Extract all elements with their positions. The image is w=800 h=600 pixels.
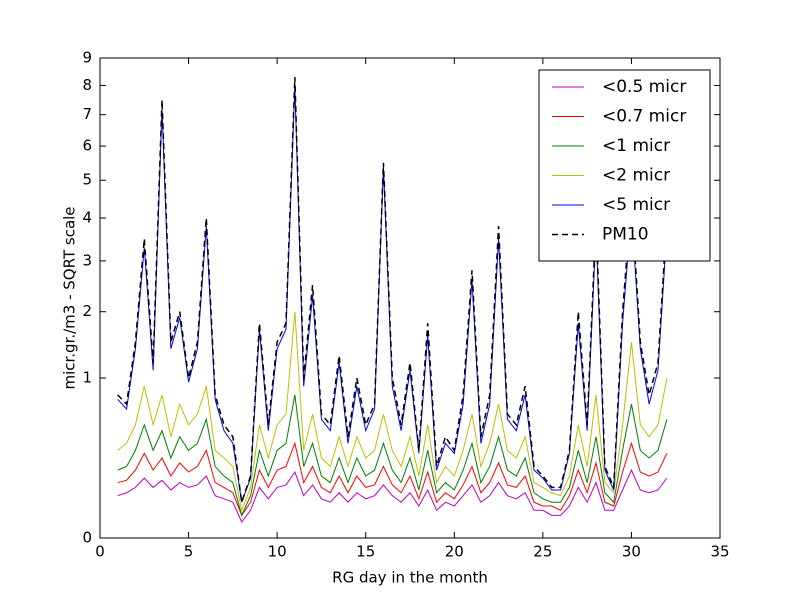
y-tick-label: 5 bbox=[82, 171, 92, 189]
y-tick-label: 6 bbox=[82, 137, 92, 155]
series-line bbox=[117, 394, 668, 517]
y-tick-label: 2 bbox=[82, 302, 92, 320]
y-tick-label: 7 bbox=[82, 105, 92, 123]
legend-label: PM10 bbox=[602, 225, 649, 245]
x-axis-label: RG day in the month bbox=[332, 569, 488, 587]
legend-label: <0.5 micr bbox=[602, 77, 686, 97]
y-tick-label: 1 bbox=[82, 369, 92, 387]
x-tick-label: 15 bbox=[356, 543, 375, 561]
legend-label: <1 micr bbox=[602, 136, 670, 156]
x-tick-label: 10 bbox=[268, 543, 287, 561]
series-line bbox=[117, 441, 668, 517]
legend-box bbox=[538, 69, 711, 262]
y-tick-label: 0 bbox=[82, 529, 92, 547]
x-tick-label: 25 bbox=[533, 543, 552, 561]
x-tick-label: 0 bbox=[95, 543, 105, 561]
series-line bbox=[117, 77, 668, 503]
plot-frame bbox=[99, 57, 721, 539]
legend-label: <0.7 micr bbox=[602, 107, 686, 127]
series-line bbox=[117, 311, 668, 513]
y-axis-label: micr.gr./m3 - SQRT scale bbox=[61, 206, 79, 389]
y-tick-label: 8 bbox=[82, 76, 92, 94]
plot-lines bbox=[117, 77, 668, 523]
legend-label: <5 micr bbox=[602, 195, 670, 215]
x-tick-label: 30 bbox=[622, 543, 641, 561]
legend-label: <2 micr bbox=[602, 166, 670, 186]
x-tick-label: 5 bbox=[184, 543, 194, 561]
y-tick-label: 3 bbox=[82, 251, 92, 269]
series-line bbox=[117, 468, 668, 523]
y-tick-label: 4 bbox=[82, 209, 92, 227]
y-tick-label: 9 bbox=[82, 49, 92, 67]
x-tick-label: 20 bbox=[445, 543, 464, 561]
x-tick-label: 35 bbox=[710, 543, 729, 561]
